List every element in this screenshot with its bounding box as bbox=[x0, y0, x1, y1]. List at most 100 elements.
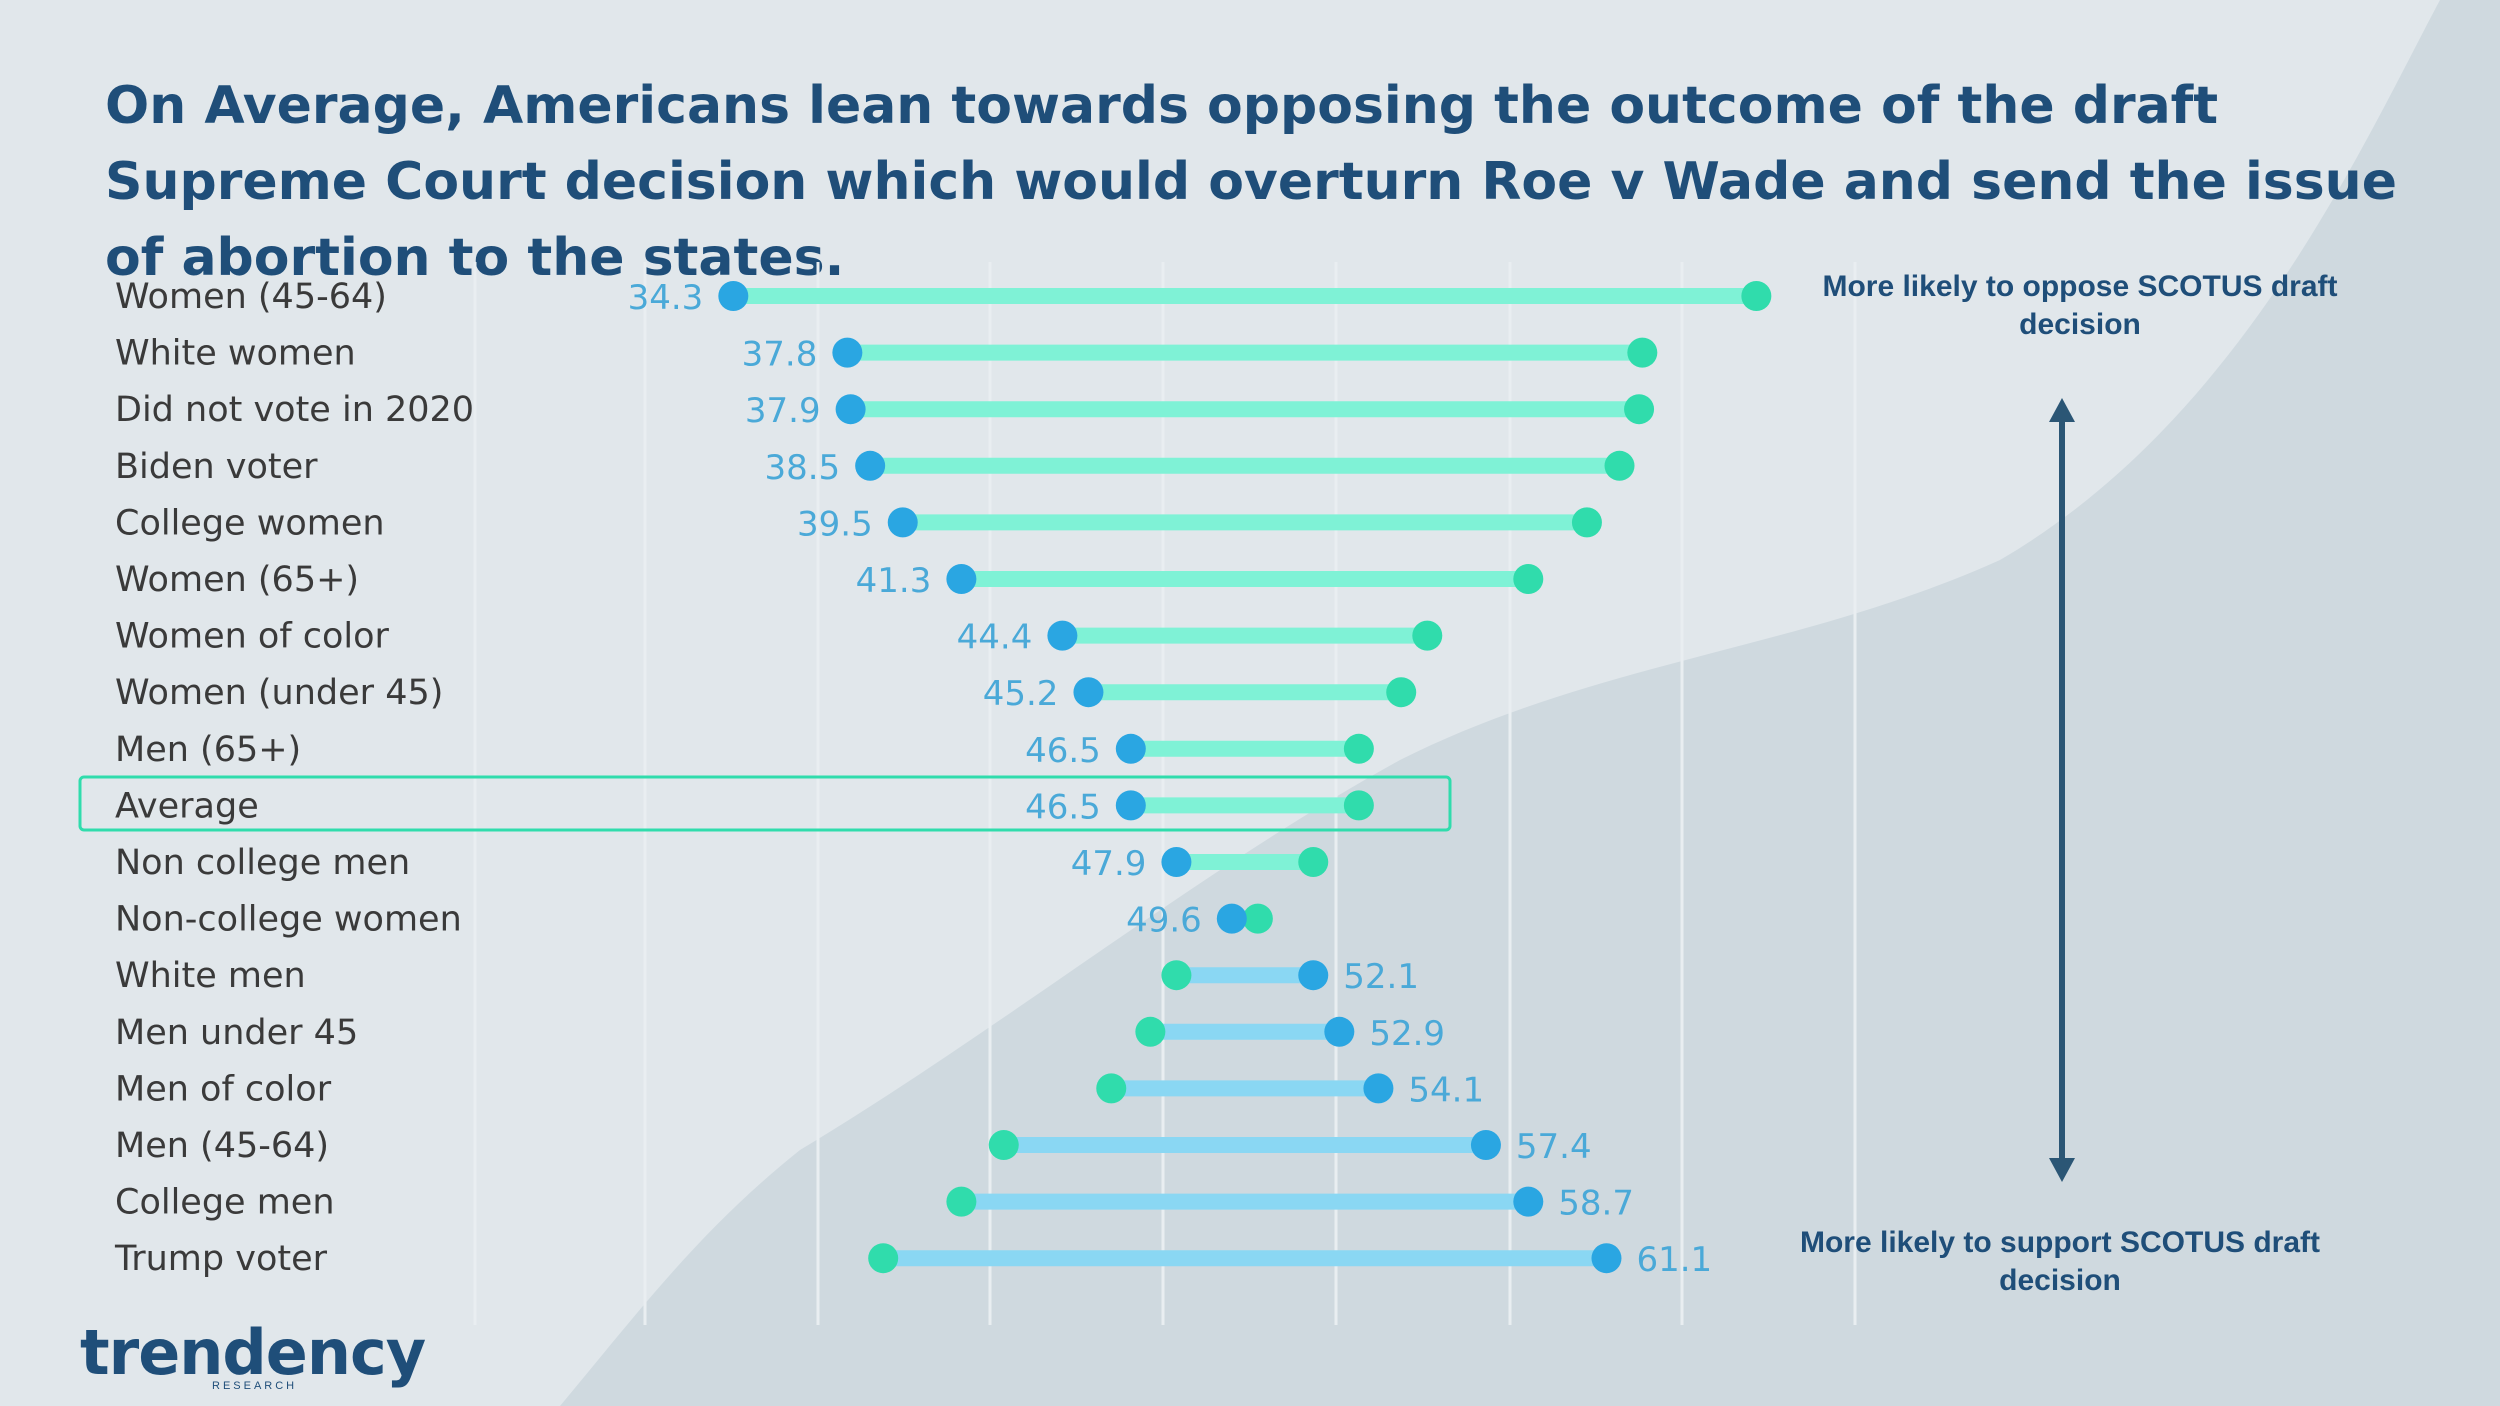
blue-dot bbox=[1115, 790, 1146, 821]
value-label: 58.7 bbox=[1558, 1184, 1634, 1224]
value-label: 46.5 bbox=[1025, 731, 1101, 771]
category-row: Trump voter 61.1 bbox=[114, 1239, 1712, 1280]
value-label: 39.5 bbox=[797, 504, 873, 544]
value-label: 46.5 bbox=[1025, 787, 1101, 827]
category-row: Women (65+) 41.3 bbox=[115, 560, 1544, 601]
category-label: Women (45-64) bbox=[115, 277, 387, 317]
blue-dot bbox=[855, 450, 886, 481]
chart-title: On Average, Americans lean towards oppos… bbox=[105, 76, 2397, 288]
teal-dot bbox=[1513, 564, 1544, 594]
blue-dot bbox=[1470, 1130, 1501, 1160]
teal-dot bbox=[1604, 450, 1635, 481]
teal-dot bbox=[1386, 677, 1417, 708]
value-label: 38.5 bbox=[764, 448, 840, 488]
teal-dot bbox=[1096, 1073, 1127, 1104]
category-row: Did not vote in 2020 37.9 bbox=[115, 390, 1655, 431]
blue-dot bbox=[1298, 960, 1329, 991]
teal-dot bbox=[1135, 1016, 1166, 1047]
value-label: 52.1 bbox=[1343, 957, 1419, 997]
teal-dot bbox=[1161, 960, 1192, 991]
category-row: Men (45-64) 57.4 bbox=[115, 1126, 1592, 1167]
teal-dot bbox=[868, 1243, 899, 1274]
value-label: 37.8 bbox=[742, 335, 818, 375]
direction-arrow bbox=[2049, 398, 2075, 1182]
category-label: Men (65+) bbox=[115, 730, 301, 770]
logo-subtitle: RESEARCH bbox=[212, 1380, 298, 1392]
blue-dot bbox=[1073, 677, 1104, 708]
value-label: 41.3 bbox=[856, 561, 932, 601]
value-label: 49.6 bbox=[1126, 901, 1202, 941]
category-row: Men (65+) 46.5 bbox=[115, 730, 1374, 771]
oppose-note: More likely to oppose SCOTUS draft decis… bbox=[1822, 270, 2338, 341]
teal-dot bbox=[1627, 337, 1658, 368]
blue-dot bbox=[1115, 733, 1146, 764]
value-label: 34.3 bbox=[628, 278, 704, 318]
average-highlight-box bbox=[78, 775, 1452, 832]
category-label: Men of color bbox=[115, 1069, 332, 1109]
value-label: 54.1 bbox=[1408, 1070, 1484, 1110]
teal-dot bbox=[1298, 847, 1329, 877]
value-label: 37.9 bbox=[745, 391, 821, 431]
value-label: 57.4 bbox=[1516, 1127, 1592, 1167]
background-light-swoosh bbox=[0, 0, 2440, 1406]
category-row: Average 46.5 bbox=[115, 786, 1374, 827]
category-label: Biden voter bbox=[115, 447, 318, 487]
category-label: White men bbox=[115, 956, 306, 996]
category-label: College women bbox=[115, 503, 385, 543]
category-row: Women (under 45) 45.2 bbox=[115, 673, 1417, 714]
trendency-logo: trendency RESEARCH bbox=[80, 1316, 426, 1402]
blue-dot bbox=[1216, 903, 1247, 934]
category-label: Average bbox=[115, 786, 259, 826]
category-label: Non-college women bbox=[115, 900, 462, 940]
teal-dot bbox=[1741, 281, 1772, 311]
blue-dot bbox=[718, 281, 749, 311]
category-label: White women bbox=[115, 334, 356, 374]
blue-dot bbox=[946, 564, 977, 594]
category-row: College women 39.5 bbox=[115, 503, 1602, 544]
value-label: 45.2 bbox=[983, 674, 1059, 714]
value-label: 47.9 bbox=[1071, 844, 1147, 884]
category-label: Men (45-64) bbox=[115, 1126, 329, 1166]
value-label: 61.1 bbox=[1636, 1240, 1712, 1280]
blue-dot bbox=[835, 394, 866, 425]
category-label: Did not vote in 2020 bbox=[115, 390, 474, 430]
blue-dot bbox=[1363, 1073, 1394, 1104]
category-row: Women (45-64) 34.3 bbox=[115, 277, 1772, 318]
value-label: 52.9 bbox=[1369, 1014, 1445, 1054]
category-row: Non college men 47.9 bbox=[115, 843, 1329, 884]
teal-dot bbox=[1242, 903, 1273, 934]
blue-dot bbox=[1513, 1186, 1544, 1217]
category-row: Women of color 44.4 bbox=[115, 617, 1443, 658]
blue-dot bbox=[1591, 1243, 1622, 1274]
blue-dot bbox=[1324, 1016, 1355, 1047]
teal-dot bbox=[1412, 620, 1443, 651]
category-label: Women of color bbox=[115, 617, 390, 657]
category-row: College men 58.7 bbox=[115, 1183, 1634, 1224]
chart-marks: Women (45-64) 34.3 White women 37.8 Did not … bbox=[114, 277, 1772, 1280]
category-label: College men bbox=[115, 1183, 335, 1223]
gridlines bbox=[473, 262, 1857, 1325]
category-label: Non college men bbox=[115, 843, 410, 883]
blue-dot bbox=[1161, 847, 1192, 877]
category-label: Trump voter bbox=[114, 1239, 328, 1279]
teal-dot bbox=[1571, 507, 1602, 538]
teal-dot bbox=[1343, 790, 1374, 821]
category-row: Men of color 54.1 bbox=[115, 1069, 1484, 1110]
teal-dot bbox=[988, 1130, 1019, 1160]
category-row: Non-college women 49.6 bbox=[115, 900, 1273, 941]
category-row: White men 52.1 bbox=[115, 956, 1419, 997]
blue-dot bbox=[832, 337, 863, 368]
logo-wordmark: trendency bbox=[80, 1316, 426, 1389]
teal-dot bbox=[1624, 394, 1655, 425]
category-row: Biden voter 38.5 bbox=[115, 447, 1635, 488]
teal-dot bbox=[946, 1186, 977, 1217]
blue-dot bbox=[887, 507, 918, 538]
category-row: Men under 45 52.9 bbox=[115, 1013, 1445, 1054]
teal-dot bbox=[1343, 733, 1374, 764]
category-label: Men under 45 bbox=[115, 1013, 358, 1053]
blue-dot bbox=[1047, 620, 1078, 651]
category-label: Women (under 45) bbox=[115, 673, 443, 713]
